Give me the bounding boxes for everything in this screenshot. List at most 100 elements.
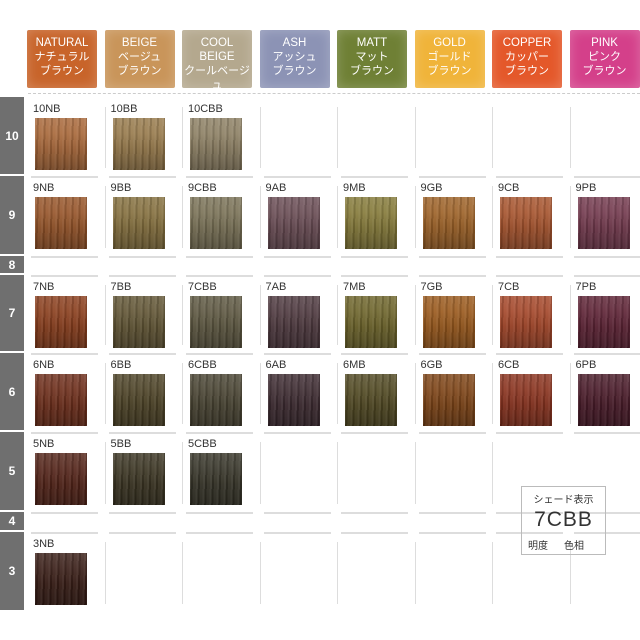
empty-cell	[570, 432, 640, 512]
empty-cell	[492, 512, 569, 532]
empty-cell	[259, 532, 337, 612]
column-divider	[259, 285, 261, 345]
column-header-jp1: カッパー	[505, 51, 549, 63]
column-divider	[569, 363, 571, 424]
column-divider	[337, 285, 338, 345]
empty-cell	[260, 256, 337, 275]
row-divider	[418, 275, 486, 277]
shade-code: 10NB	[33, 103, 61, 115]
column-header: NATURAL ナチュラル ブラウン	[27, 30, 97, 88]
column-header-en: BEIGE	[121, 37, 158, 49]
level-label: 3	[0, 532, 24, 612]
row-divider	[108, 432, 176, 434]
row-divider	[418, 176, 486, 178]
row-divider	[186, 532, 253, 534]
column-header-en: ASH	[282, 37, 307, 49]
row-divider	[573, 532, 640, 534]
hair-swatch	[345, 197, 397, 249]
row-divider	[31, 256, 98, 258]
swatch-cell: 6MB	[337, 353, 414, 432]
row-divider	[341, 256, 408, 258]
row-divider	[418, 256, 486, 258]
swatch-cell: 5CBB	[182, 432, 259, 512]
row-divider	[573, 512, 640, 514]
row-divider	[418, 353, 486, 355]
level-label: 8	[0, 256, 24, 275]
column-divider	[259, 442, 261, 504]
level-label: 4	[0, 512, 24, 532]
row-divider	[496, 256, 563, 258]
column-header-jp2: ブラウン	[505, 65, 549, 77]
header-divider	[28, 93, 640, 94]
row-divider	[496, 432, 563, 434]
row-divider	[496, 176, 563, 178]
hair-swatch	[267, 374, 320, 426]
hair-swatch	[35, 374, 87, 426]
shade-code: 9MB	[343, 182, 366, 194]
row-divider	[263, 256, 331, 258]
shade-legend: シェード表示 7CBB 明度 色相	[521, 486, 606, 555]
shade-code: 7NB	[33, 281, 55, 293]
swatch-cell: 9CBB	[182, 176, 259, 256]
hair-swatch	[577, 374, 630, 426]
column-divider	[492, 442, 493, 504]
swatch-cell: 6CBB	[182, 353, 259, 432]
hair-swatch	[422, 296, 475, 348]
shade-code: 5CBB	[188, 438, 217, 450]
hair-swatch	[345, 374, 397, 426]
hair-swatch	[500, 374, 552, 426]
empty-cell	[570, 512, 640, 532]
column-header-en: GOLD	[433, 37, 466, 49]
shade-code: 7BB	[110, 281, 132, 293]
row-divider	[186, 512, 253, 514]
column-divider	[182, 186, 183, 248]
column-header-en: NATURAL	[35, 37, 89, 49]
row-divider	[186, 275, 253, 277]
level-bar: 10 9 8 7 6 5 4 3	[0, 30, 24, 612]
row-divider	[186, 256, 253, 258]
column-divider	[414, 363, 416, 424]
empty-cell	[415, 512, 492, 532]
shade-code: 6MB	[343, 359, 366, 371]
hair-swatch	[35, 453, 87, 505]
hair-swatch	[112, 374, 165, 426]
row-divider	[31, 432, 98, 434]
row-divider	[108, 512, 176, 514]
row-divider	[186, 353, 253, 355]
swatch-cell: 7CBB	[182, 275, 259, 353]
swatch-cell: 7MB	[337, 275, 414, 353]
column-divider	[182, 285, 183, 345]
column-header-jp1: ピンク	[588, 51, 621, 63]
column-header-jp2: ブラウン	[350, 65, 394, 77]
empty-cell	[569, 97, 640, 176]
row-divider	[31, 275, 98, 277]
shade-code: 9GB	[420, 182, 443, 194]
shade-code: 9CBB	[188, 182, 217, 194]
shade-code: 9PB	[575, 182, 597, 194]
swatch-cell: 3NB	[27, 532, 104, 612]
swatch-cell: 5BB	[104, 432, 182, 512]
swatch-cell: 7GB	[414, 275, 492, 353]
row-divider	[31, 512, 98, 514]
column-divider	[492, 186, 493, 248]
column-header: GOLD ゴールド ブラウン	[414, 30, 485, 88]
column-header-en: MATT	[356, 37, 388, 49]
shade-code: 7MB	[343, 281, 366, 293]
column-divider	[492, 285, 493, 345]
empty-cell	[182, 512, 259, 532]
hair-swatch	[267, 197, 320, 249]
swatch-cell: 5NB	[27, 432, 104, 512]
swatch-cell: 6BB	[104, 353, 182, 432]
row-divider	[418, 512, 486, 514]
row-divider	[263, 532, 331, 534]
swatch-cell: 7NB	[27, 275, 104, 353]
level-label: 9	[0, 176, 24, 256]
shade-code: 10CBB	[188, 103, 223, 115]
row-divider	[263, 353, 331, 355]
empty-cell	[414, 432, 492, 512]
column-header-jp1: マット	[355, 51, 389, 63]
column-header: PINK ピンク ブラウン	[569, 30, 640, 88]
column-divider	[569, 542, 571, 604]
shade-code: 9CB	[498, 182, 520, 194]
column-divider	[337, 542, 338, 604]
